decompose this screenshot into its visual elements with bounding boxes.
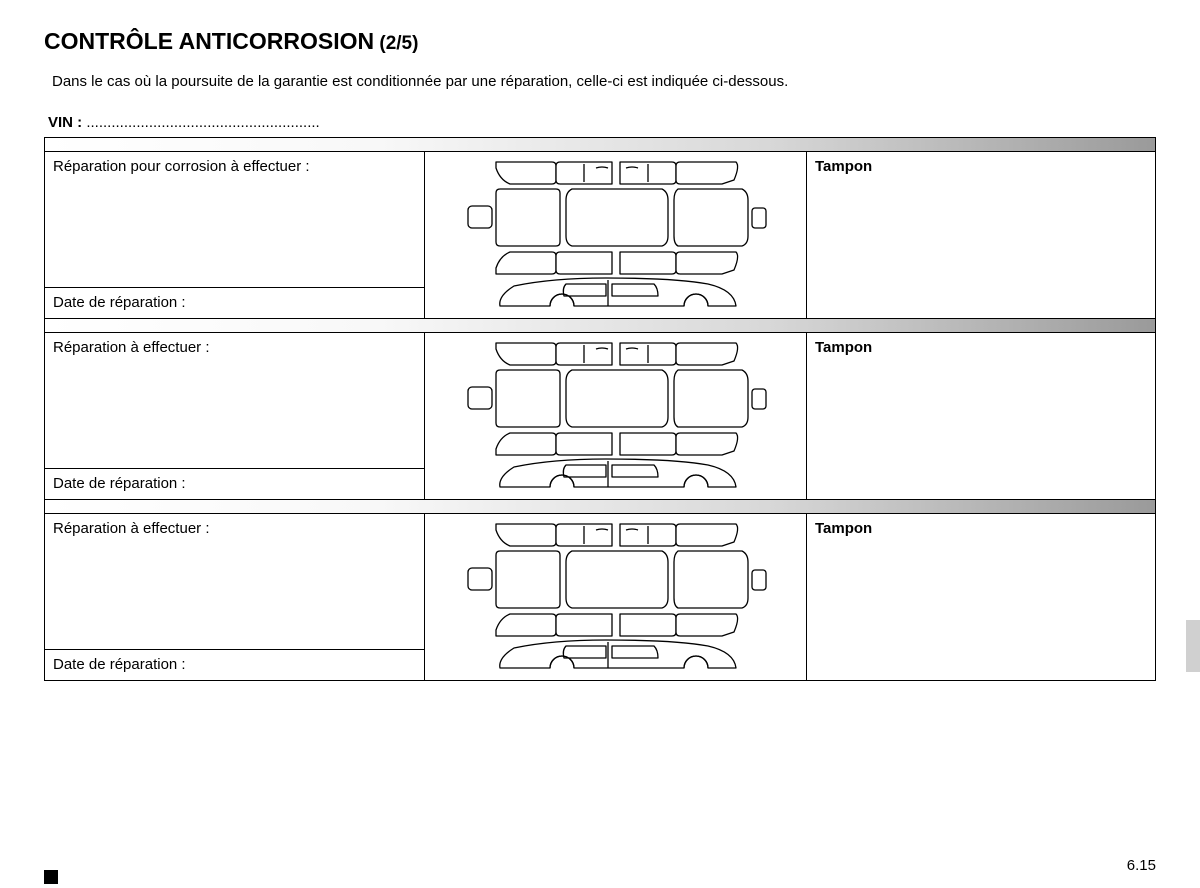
form-block: Réparation à effectuer : Date de réparat…: [44, 319, 1156, 500]
date-label: Date de réparation :: [45, 288, 425, 318]
repair-label: Réparation pour corrosion à effectuer :: [45, 152, 425, 288]
block-body: Réparation à effectuer : Date de réparat…: [45, 514, 1155, 680]
stamp-label: Tampon: [807, 333, 1155, 499]
left-column: Réparation pour corrosion à effectuer : …: [45, 152, 425, 318]
block-body: Réparation à effectuer : Date de réparat…: [45, 333, 1155, 499]
vin-dots: ........................................…: [82, 114, 320, 131]
car-body-diagram-icon: [456, 337, 776, 495]
form-block: Réparation pour corrosion à effectuer : …: [44, 137, 1156, 319]
left-column: Réparation à effectuer : Date de réparat…: [45, 333, 425, 499]
intro-text: Dans le cas où la poursuite de la garant…: [52, 73, 1156, 90]
car-body-diagram-icon: [456, 156, 776, 314]
form-blocks: Réparation pour corrosion à effectuer : …: [44, 137, 1156, 681]
block-body: Réparation pour corrosion à effectuer : …: [45, 152, 1155, 318]
stamp-label: Tampon: [807, 514, 1155, 680]
left-column: Réparation à effectuer : Date de réparat…: [45, 514, 425, 680]
diagram-cell: [425, 152, 807, 318]
vin-row: VIN : ..................................…: [48, 114, 1156, 131]
form-block: Réparation à effectuer : Date de réparat…: [44, 500, 1156, 681]
page-title: CONTRÔLE ANTICORROSION (2/5): [44, 28, 1156, 55]
gradient-bar: [45, 500, 1155, 514]
title-main: CONTRÔLE ANTICORROSION: [44, 28, 374, 54]
page-number: 6.15: [1127, 857, 1156, 874]
stamp-label: Tampon: [807, 152, 1155, 318]
diagram-cell: [425, 333, 807, 499]
vin-label: VIN :: [48, 114, 82, 131]
diagram-cell: [425, 514, 807, 680]
corner-mark-icon: [44, 870, 58, 884]
gradient-bar: [45, 319, 1155, 333]
gradient-bar: [45, 138, 1155, 152]
car-body-diagram-icon: [456, 518, 776, 676]
repair-label: Réparation à effectuer :: [45, 514, 425, 650]
date-label: Date de réparation :: [45, 469, 425, 499]
date-label: Date de réparation :: [45, 650, 425, 680]
side-tab-icon: [1186, 620, 1200, 672]
title-part: (2/5): [374, 33, 418, 54]
repair-label: Réparation à effectuer :: [45, 333, 425, 469]
